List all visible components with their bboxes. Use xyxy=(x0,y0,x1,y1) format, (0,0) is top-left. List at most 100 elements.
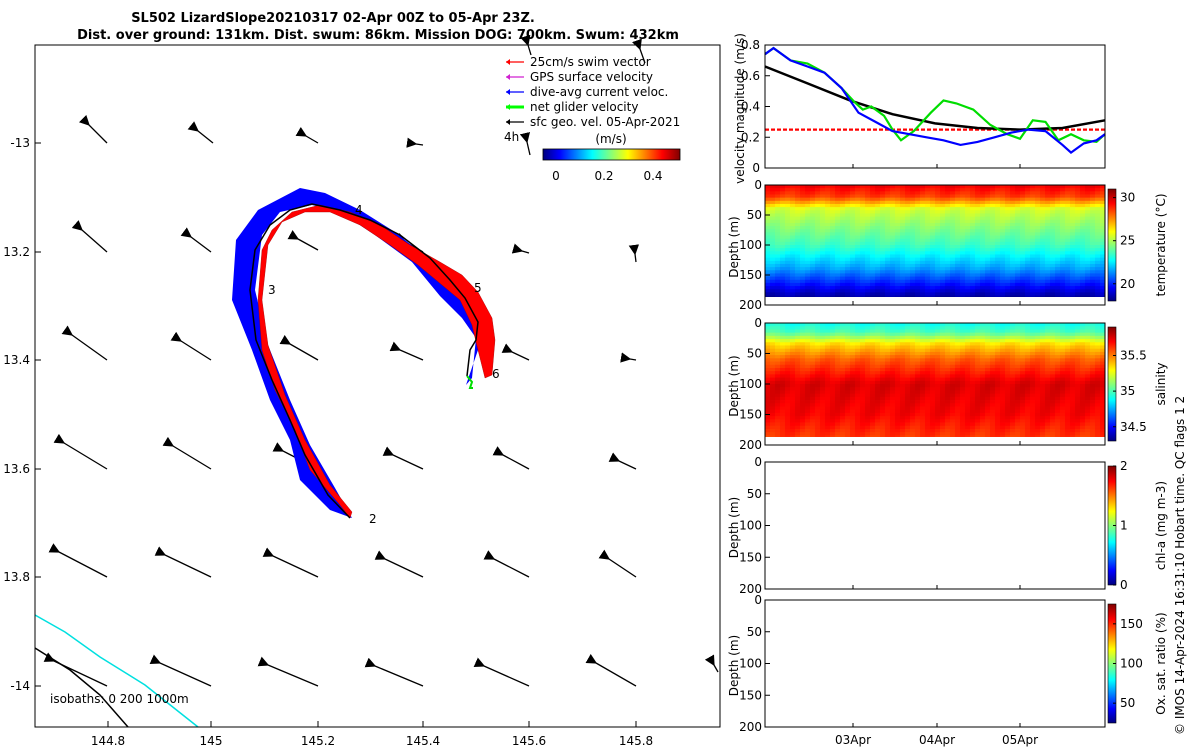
heatmap-cell xyxy=(1095,260,1101,265)
heatmap-cell xyxy=(810,348,816,353)
heatmap-cell xyxy=(885,251,891,255)
heatmap-cell xyxy=(855,197,861,202)
heatmap-cell xyxy=(980,207,986,211)
heatmap-cell xyxy=(920,245,926,249)
heatmap-cell xyxy=(1015,188,1021,192)
heatmap-cell xyxy=(1100,210,1106,214)
heatmap-cell xyxy=(865,273,871,277)
heatmap-cell xyxy=(980,213,986,217)
heatmap-cell xyxy=(770,270,776,274)
heatmap-cell xyxy=(885,282,891,287)
heatmap-cell xyxy=(955,384,961,388)
heatmap-cell xyxy=(895,390,901,395)
heatmap-cell xyxy=(975,412,981,417)
heatmap-cell xyxy=(765,200,771,205)
heatmap-cell xyxy=(1035,390,1041,395)
heatmap-cell xyxy=(1015,329,1021,334)
heatmap-cell xyxy=(895,332,901,337)
heatmap-cell xyxy=(815,393,821,398)
heatmap-cell xyxy=(970,200,976,205)
heatmap-cell xyxy=(1020,232,1026,236)
heatmap-cell xyxy=(985,419,991,423)
heatmap-cell xyxy=(1065,273,1071,277)
heatmap-cell xyxy=(865,286,871,290)
heatmap-cell xyxy=(860,323,866,327)
heatmap-cell xyxy=(895,367,901,372)
heatmap-cell xyxy=(965,200,971,205)
heatmap-cell xyxy=(865,380,871,385)
heatmap-cell xyxy=(805,428,811,433)
heatmap-cell xyxy=(925,351,931,356)
heatmap-cell xyxy=(965,335,971,340)
heatmap-cell xyxy=(860,380,866,385)
heatmap-cell xyxy=(1030,197,1036,202)
geostrophic-arrow xyxy=(53,433,108,470)
heatmap-cell xyxy=(905,384,911,388)
heatmap-cell xyxy=(800,396,806,401)
heatmap-cell xyxy=(1040,384,1046,388)
heatmap-cell xyxy=(860,428,866,433)
heatmap-cell xyxy=(915,219,921,224)
heatmap-cell xyxy=(1055,286,1061,290)
heatmap-cell xyxy=(820,335,826,340)
heatmap-cell xyxy=(875,326,881,330)
heatmap-cell xyxy=(1100,282,1106,287)
heatmap-cell xyxy=(785,273,791,277)
heatmap-cell xyxy=(1005,342,1011,346)
heatmap-cell xyxy=(830,185,836,189)
heatmap-cell xyxy=(1070,267,1076,271)
heatmap-cell xyxy=(1015,200,1021,205)
heatmap-cell xyxy=(1015,326,1021,330)
heatmap-cell xyxy=(765,432,771,436)
heatmap-cell xyxy=(855,400,861,404)
heatmap-cell xyxy=(1010,226,1016,230)
heatmap-cell xyxy=(950,200,956,205)
heatmap-cell xyxy=(805,412,811,417)
heatmap-cell xyxy=(765,374,771,378)
heatmap-cell xyxy=(865,216,871,221)
heatmap-cell xyxy=(830,245,836,249)
heatmap-cell xyxy=(985,351,991,356)
heatmap-cell xyxy=(1025,412,1031,417)
heatmap-cell xyxy=(930,355,936,359)
heatmap-cell xyxy=(1040,409,1046,414)
heatmap-cell xyxy=(795,371,801,375)
heatmap-cell xyxy=(945,235,951,240)
heatmap-cell xyxy=(1100,213,1106,217)
heatmap-cell xyxy=(835,273,841,277)
heatmap-cell xyxy=(1095,245,1101,249)
heatmap-cell xyxy=(1030,222,1036,227)
heatmap-cell xyxy=(765,270,771,274)
heatmap-cell xyxy=(875,235,881,240)
heatmap-cell xyxy=(895,260,901,265)
heatmap-cell xyxy=(865,425,871,430)
heatmap-cell xyxy=(820,432,826,436)
heatmap-cell xyxy=(1025,403,1031,407)
heatmap-cell xyxy=(775,286,781,290)
heatmap-cell xyxy=(835,263,841,268)
heatmap-cell xyxy=(1060,194,1066,199)
heatmap-cell xyxy=(940,194,946,199)
heatmap-cell xyxy=(1040,367,1046,372)
heatmap-cell xyxy=(810,197,816,202)
heatmap-cell xyxy=(795,188,801,192)
heatmap-cell xyxy=(895,200,901,205)
heatmap-cell xyxy=(950,390,956,395)
heatmap-cell xyxy=(845,270,851,274)
heatmap-cell xyxy=(1020,355,1026,359)
heatmap-cell xyxy=(1030,235,1036,240)
heatmap-cell xyxy=(1025,396,1031,401)
heatmap-cell xyxy=(905,273,911,277)
geostrophic-arrow xyxy=(180,227,212,253)
heatmap-cell xyxy=(1020,412,1026,417)
heatmap-cell xyxy=(805,377,811,382)
heatmap-cell xyxy=(895,238,901,243)
heatmap-cell xyxy=(990,380,996,385)
heatmap-cell xyxy=(940,248,946,252)
heatmap-cell xyxy=(1030,207,1036,211)
heatmap-cell xyxy=(920,222,926,227)
heatmap-cell xyxy=(900,197,906,202)
heatmap-cell xyxy=(1025,387,1031,391)
heatmap-cell xyxy=(1025,358,1031,362)
heatmap-cell xyxy=(1045,419,1051,423)
